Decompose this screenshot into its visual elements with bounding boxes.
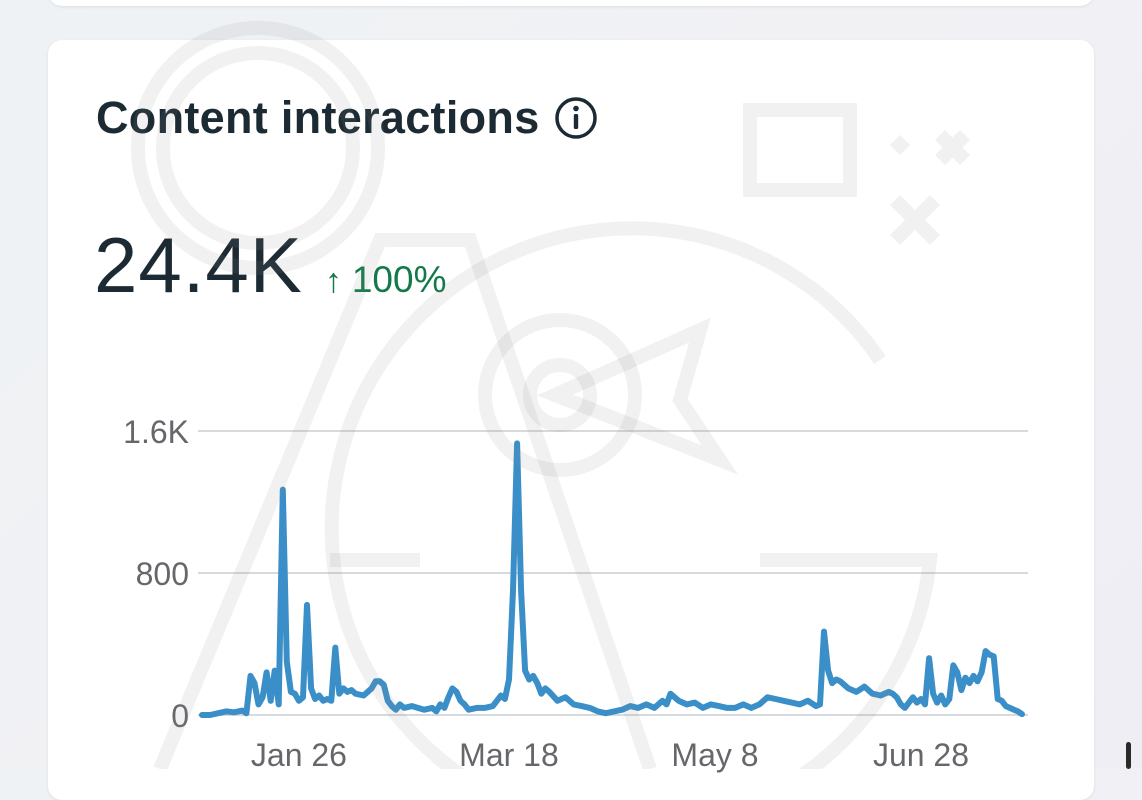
x-tick-label: Jan 26: [251, 737, 347, 773]
arrow-up-icon: ↑: [324, 262, 342, 300]
change-percent: 100%: [351, 259, 447, 300]
change-indicator: ↑ 100%: [325, 259, 447, 301]
metric-summary: 24.4K ↑ 100%: [94, 226, 446, 304]
card-title: Content interactions: [96, 92, 540, 143]
series-line: [199, 440, 1025, 718]
content-interactions-card: Content interactions 24.4K ↑ 100% 0 800 1.…: [48, 40, 1094, 800]
y-tick-label: 800: [136, 556, 189, 592]
x-tick-label: Jun 28: [873, 737, 969, 773]
x-tick-label: Mar 18: [459, 737, 559, 773]
x-tick-label: May 8: [671, 737, 758, 773]
interactions-line-chart: 0 800 1.6K Jan 26 Mar 18 May 8 Jun 28: [123, 414, 1028, 773]
y-tick-label: 1.6K: [123, 414, 189, 450]
scrollbar-thumb[interactable]: [1126, 742, 1131, 769]
y-tick-label: 0: [171, 698, 189, 734]
card-header: Content interactions: [96, 92, 598, 144]
previous-card: [48, 0, 1094, 6]
metric-value: 24.4K: [94, 221, 303, 309]
info-icon[interactable]: [554, 96, 598, 140]
